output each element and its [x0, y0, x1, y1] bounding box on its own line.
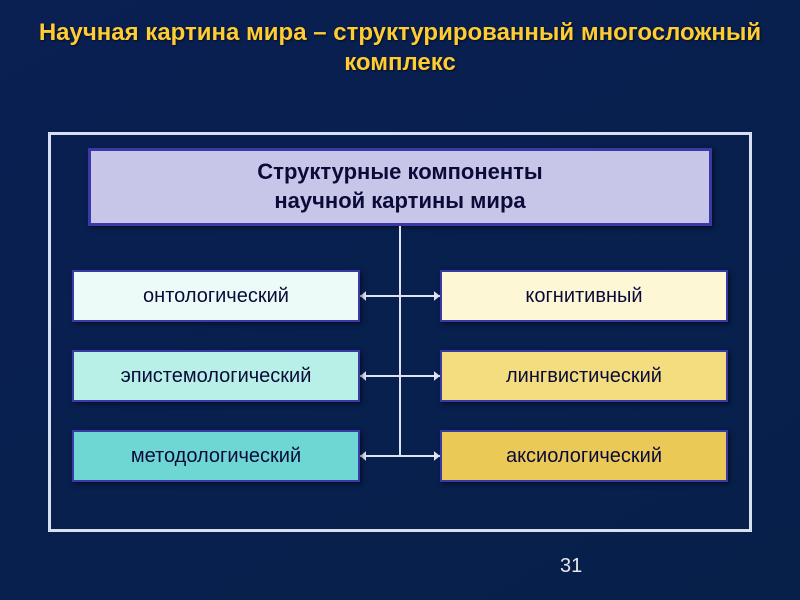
left-node-2-label: методологический [131, 445, 301, 468]
right-node-1-label: лингвистический [506, 365, 662, 388]
page-number-text: 31 [560, 555, 582, 577]
page-number: 31 [560, 555, 582, 578]
left-node-0-label: онтологический [143, 285, 289, 308]
header-text: Структурные компонентынаучной картины ми… [257, 158, 542, 215]
left-node-1-label: эпистемологический [121, 365, 312, 388]
right-node-1: лингвистический [440, 350, 728, 402]
right-node-0: когнитивный [440, 270, 728, 322]
left-node-1: эпистемологический [72, 350, 360, 402]
slide: Научная картина мира – структурированный… [0, 0, 800, 600]
right-node-2: аксиологический [440, 430, 728, 482]
right-node-0-label: когнитивный [525, 285, 642, 308]
right-node-2-label: аксиологический [506, 445, 662, 468]
left-node-2: методологический [72, 430, 360, 482]
title-text: Научная картина мира – структурированный… [39, 19, 761, 76]
slide-title: Научная картина мира – структурированный… [0, 18, 800, 78]
header-box: Структурные компонентынаучной картины ми… [88, 148, 712, 226]
left-node-0: онтологический [72, 270, 360, 322]
